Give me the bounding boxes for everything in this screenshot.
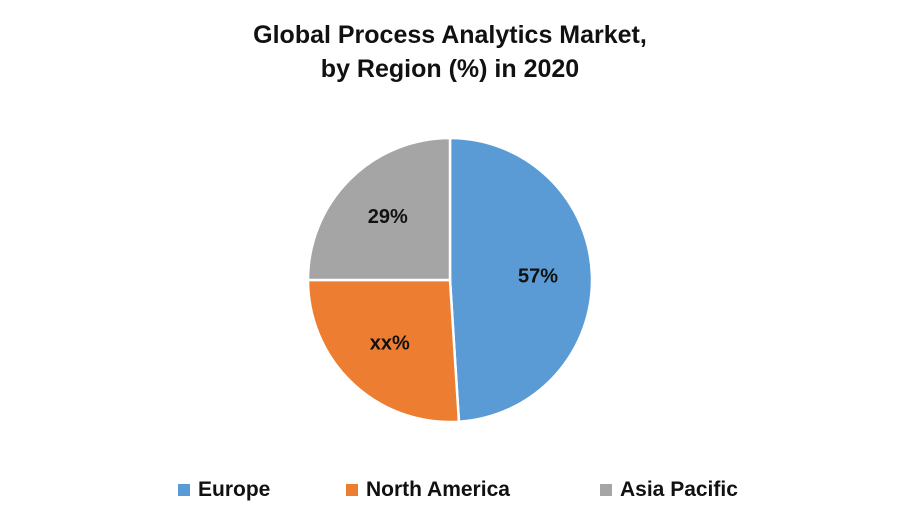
pie-slice-asia-pacific <box>306 136 452 282</box>
legend-item-asia-pacific: Asia Pacific <box>600 478 738 502</box>
chart-title: Global Process Analytics Market, by Regi… <box>0 18 900 86</box>
legend-item-north-america: North America <box>346 478 510 502</box>
legend-swatch-europe <box>178 484 190 496</box>
data-label-north-america: xx% <box>370 332 410 354</box>
chart-title-line-1: Global Process Analytics Market, <box>253 21 647 49</box>
legend: Europe North America Asia Pacific <box>0 478 900 506</box>
legend-item-europe: Europe <box>178 478 270 502</box>
pie-slice-europe <box>448 136 594 424</box>
data-label-europe: 57% <box>518 266 558 288</box>
legend-label-europe: Europe <box>198 478 271 501</box>
legend-label-north-america: North America <box>366 478 510 501</box>
pie-slice-north-america <box>306 278 461 424</box>
legend-swatch-asia-pacific <box>600 484 612 496</box>
data-label-asia-pacific: 29% <box>368 206 408 228</box>
legend-swatch-north-america <box>346 484 358 496</box>
chart-title-line-2: by Region (%) in 2020 <box>320 55 580 83</box>
legend-label-asia-pacific: Asia Pacific <box>620 478 738 501</box>
